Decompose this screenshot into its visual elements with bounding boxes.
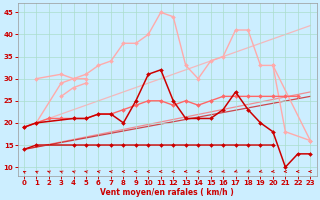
X-axis label: Vent moyen/en rafales ( km/h ): Vent moyen/en rafales ( km/h ) <box>100 188 234 197</box>
